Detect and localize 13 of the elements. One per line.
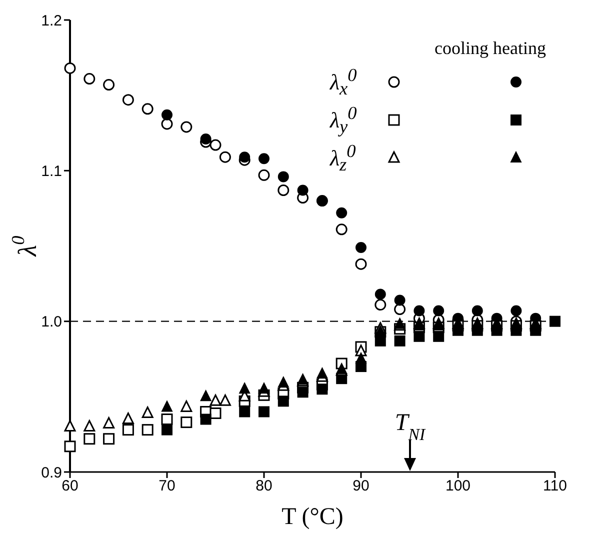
x-tick-label: 110 <box>543 478 567 495</box>
legend-title: cooling heating <box>434 38 546 59</box>
y-tick-label: 1.2 <box>41 12 62 30</box>
y-tick-label: 0.9 <box>41 464 62 482</box>
x-tick-label: 100 <box>445 478 471 495</box>
x-axis-title: T (°C) <box>282 504 344 530</box>
y-tick-label: 1.0 <box>41 314 62 331</box>
x-tick-label: 70 <box>158 478 176 495</box>
x-tick-label: 90 <box>352 478 370 495</box>
y-tick-label: 1.1 <box>41 162 62 180</box>
x-tick-label: 60 <box>62 478 78 495</box>
x-tick-label: 80 <box>256 478 272 495</box>
annotation: T$_{NI}$ <box>394 410 426 444</box>
